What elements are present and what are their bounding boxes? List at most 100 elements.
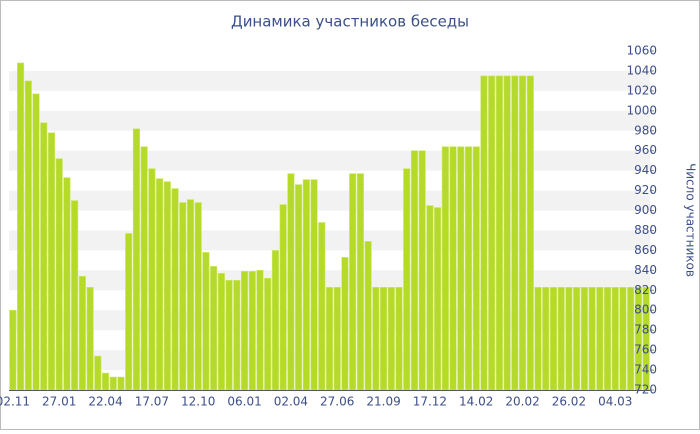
x-tick-label: 02.11 — [0, 395, 30, 409]
bar — [588, 287, 596, 391]
bar — [426, 205, 434, 391]
y-tick-label: 880 — [634, 223, 657, 237]
grid-band — [9, 230, 650, 251]
bar — [619, 287, 627, 391]
bar — [333, 287, 341, 391]
bar — [78, 276, 86, 391]
bar — [271, 250, 279, 391]
bar — [194, 202, 202, 391]
x-tick-label: 20.02 — [505, 395, 539, 409]
bar — [202, 252, 210, 391]
bar — [472, 146, 480, 391]
bar — [310, 179, 318, 391]
bar — [264, 278, 272, 391]
bar — [179, 202, 187, 391]
y-tick-label: 1040 — [626, 63, 657, 77]
bar — [503, 75, 511, 391]
bar — [148, 168, 156, 391]
bar — [63, 177, 71, 391]
bar — [256, 270, 264, 391]
grid-band — [9, 70, 650, 91]
bar — [449, 146, 457, 391]
bar — [441, 146, 449, 391]
x-tick-label: 17.12 — [413, 395, 447, 409]
y-tick-label: 960 — [634, 143, 657, 157]
x-tick-label: 27.06 — [320, 395, 354, 409]
bar — [140, 146, 148, 391]
bar — [519, 75, 527, 391]
bar — [325, 287, 334, 391]
bar — [47, 132, 56, 391]
y-tick-label: 860 — [634, 243, 657, 257]
y-tick-label: 920 — [634, 183, 657, 197]
x-tick-label: 14.02 — [459, 395, 493, 409]
bar — [457, 146, 465, 391]
bar — [464, 146, 473, 391]
x-tick-label: 27.01 — [42, 395, 76, 409]
x-tick-label: 12.10 — [181, 395, 215, 409]
x-tick-label: 21.09 — [366, 395, 400, 409]
bar — [380, 287, 388, 391]
y-axis-label: Число участников — [684, 163, 698, 277]
grid-band — [9, 110, 650, 131]
y-tick-label: 1000 — [626, 103, 657, 117]
bar — [287, 173, 295, 391]
y-tick-label: 800 — [634, 303, 657, 317]
bar — [480, 75, 488, 391]
bar — [225, 280, 233, 391]
bar — [210, 266, 218, 391]
bar — [364, 241, 372, 391]
bar — [32, 93, 40, 391]
bar — [580, 287, 588, 391]
bar — [71, 200, 79, 391]
y-tick-label: 940 — [634, 163, 657, 177]
bar — [125, 233, 133, 391]
bar — [488, 75, 496, 391]
bar — [318, 222, 326, 391]
y-tick-label: 840 — [634, 263, 657, 277]
y-tick-label: 900 — [634, 203, 657, 217]
bar — [109, 376, 117, 391]
y-tick-label: 720 — [634, 383, 657, 397]
bar — [132, 128, 140, 391]
bar — [526, 75, 534, 391]
bar — [611, 287, 619, 391]
y-tick-label: 980 — [634, 123, 657, 137]
bar — [418, 150, 426, 391]
bar — [341, 257, 349, 391]
x-tick-label: 22.04 — [88, 395, 122, 409]
bar — [217, 273, 225, 391]
x-tick-label: 17.07 — [135, 395, 169, 409]
y-tick-label: 1060 — [626, 44, 657, 58]
bar — [101, 372, 110, 391]
bar — [156, 178, 164, 391]
y-tick-label: 760 — [634, 343, 657, 357]
grid-band — [9, 190, 650, 211]
bar — [86, 287, 94, 391]
bar — [163, 181, 171, 391]
bar — [534, 287, 542, 391]
bar — [596, 287, 604, 391]
bar — [627, 287, 635, 391]
bar — [542, 287, 550, 391]
bar — [349, 173, 357, 391]
bar — [557, 287, 565, 391]
bar — [372, 287, 380, 391]
bar — [434, 207, 442, 391]
grid-band — [9, 150, 650, 171]
bar — [9, 309, 17, 391]
bar — [17, 62, 25, 391]
bar — [395, 287, 403, 391]
bar — [565, 287, 573, 391]
bar — [573, 287, 581, 391]
bar — [171, 188, 179, 391]
bar — [356, 173, 364, 391]
y-tick-label: 820 — [634, 283, 657, 297]
bar — [410, 150, 418, 391]
bar — [279, 204, 287, 391]
bar — [295, 184, 303, 391]
bar — [603, 287, 612, 391]
bar — [403, 168, 411, 391]
bar — [117, 376, 125, 391]
bar — [24, 80, 32, 391]
